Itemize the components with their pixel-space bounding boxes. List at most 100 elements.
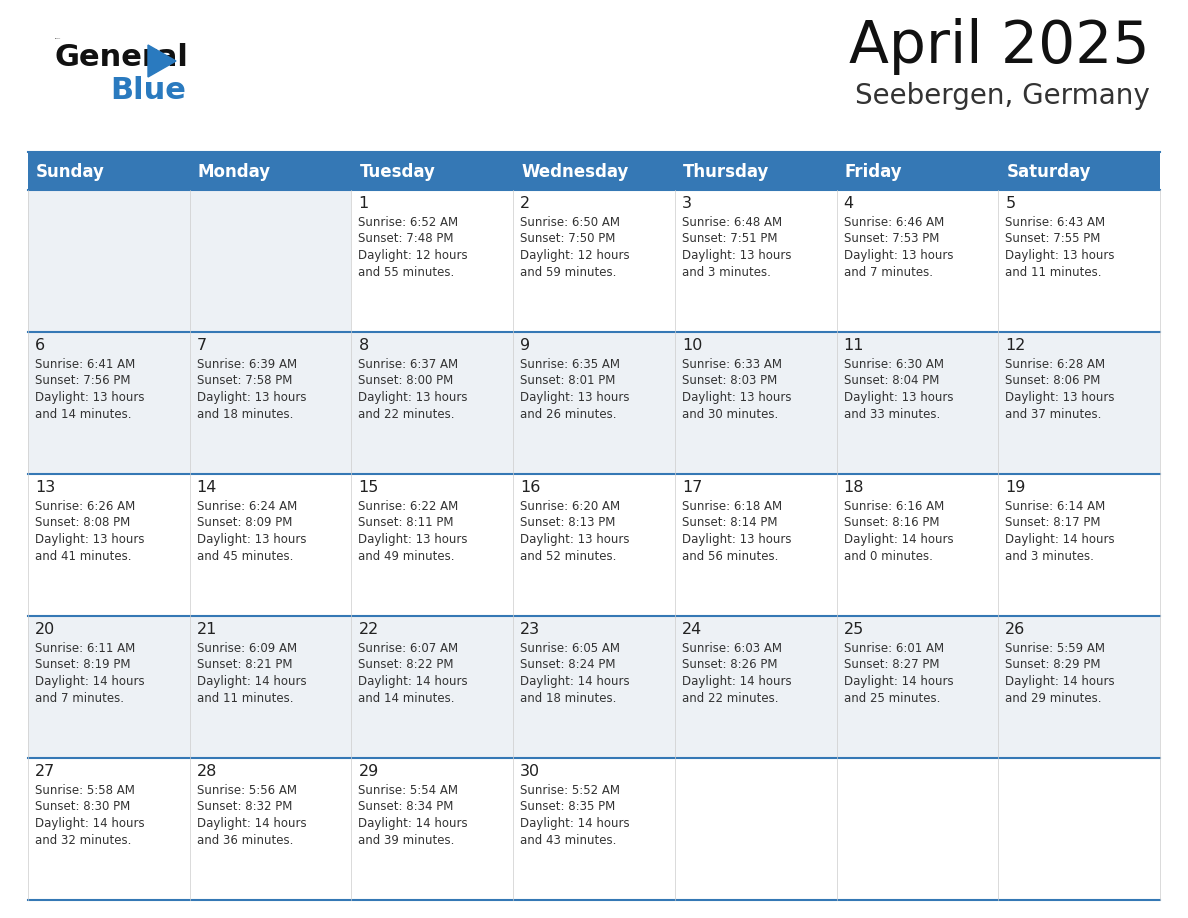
Text: Daylight: 14 hours: Daylight: 14 hours xyxy=(843,533,953,546)
Text: Sunset: 7:51 PM: Sunset: 7:51 PM xyxy=(682,232,777,245)
Text: 16: 16 xyxy=(520,480,541,495)
Text: Sunrise: 6:22 AM: Sunrise: 6:22 AM xyxy=(359,500,459,513)
Text: 28: 28 xyxy=(197,764,217,779)
Text: Daylight: 12 hours: Daylight: 12 hours xyxy=(359,249,468,262)
Text: and 45 minutes.: and 45 minutes. xyxy=(197,550,293,563)
Text: and 29 minutes.: and 29 minutes. xyxy=(1005,691,1101,704)
Bar xyxy=(29,332,190,474)
Bar xyxy=(836,190,998,332)
Text: Sunset: 8:00 PM: Sunset: 8:00 PM xyxy=(359,375,454,387)
Text: Daylight: 14 hours: Daylight: 14 hours xyxy=(520,675,630,688)
Text: and 3 minutes.: and 3 minutes. xyxy=(1005,550,1094,563)
Text: Sunrise: 6:28 AM: Sunrise: 6:28 AM xyxy=(1005,358,1105,371)
Text: Sunrise: 5:59 AM: Sunrise: 5:59 AM xyxy=(1005,642,1105,655)
Text: 17: 17 xyxy=(682,480,702,495)
Text: Sunset: 8:08 PM: Sunset: 8:08 PM xyxy=(34,517,131,530)
Text: General: General xyxy=(55,43,189,72)
Text: Daylight: 13 hours: Daylight: 13 hours xyxy=(682,533,791,546)
Text: 9: 9 xyxy=(520,338,530,353)
Text: Daylight: 14 hours: Daylight: 14 hours xyxy=(34,817,145,830)
Bar xyxy=(190,474,352,616)
Bar xyxy=(29,758,190,900)
Text: Daylight: 14 hours: Daylight: 14 hours xyxy=(359,817,468,830)
Text: Sunset: 8:19 PM: Sunset: 8:19 PM xyxy=(34,658,131,671)
Text: 18: 18 xyxy=(843,480,864,495)
Text: Sunset: 8:06 PM: Sunset: 8:06 PM xyxy=(1005,375,1100,387)
Bar xyxy=(836,758,998,900)
Text: Sunrise: 5:52 AM: Sunrise: 5:52 AM xyxy=(520,784,620,797)
Text: Blue: Blue xyxy=(110,76,185,105)
Text: Daylight: 13 hours: Daylight: 13 hours xyxy=(197,533,307,546)
Text: Sunrise: 6:09 AM: Sunrise: 6:09 AM xyxy=(197,642,297,655)
Text: 1: 1 xyxy=(359,196,368,211)
Text: Sunset: 8:04 PM: Sunset: 8:04 PM xyxy=(843,375,939,387)
Bar xyxy=(29,474,190,616)
Text: and 33 minutes.: and 33 minutes. xyxy=(843,408,940,420)
Bar xyxy=(190,332,352,474)
Text: Tuesday: Tuesday xyxy=(360,163,435,181)
Text: Sunrise: 6:39 AM: Sunrise: 6:39 AM xyxy=(197,358,297,371)
Text: 12: 12 xyxy=(1005,338,1025,353)
Text: Sunset: 8:11 PM: Sunset: 8:11 PM xyxy=(359,517,454,530)
Bar xyxy=(29,616,190,758)
Text: 20: 20 xyxy=(34,622,56,637)
Text: and 49 minutes.: and 49 minutes. xyxy=(359,550,455,563)
Text: and 7 minutes.: and 7 minutes. xyxy=(34,691,124,704)
Text: Daylight: 13 hours: Daylight: 13 hours xyxy=(682,391,791,404)
Bar xyxy=(352,474,513,616)
Text: and 7 minutes.: and 7 minutes. xyxy=(843,265,933,278)
Bar xyxy=(513,152,675,190)
Bar xyxy=(190,758,352,900)
Bar xyxy=(998,152,1159,190)
Text: Daylight: 13 hours: Daylight: 13 hours xyxy=(34,391,145,404)
Bar xyxy=(998,474,1159,616)
Text: Daylight: 14 hours: Daylight: 14 hours xyxy=(1005,533,1114,546)
Text: Daylight: 13 hours: Daylight: 13 hours xyxy=(34,533,145,546)
Text: Sunrise: 6:33 AM: Sunrise: 6:33 AM xyxy=(682,358,782,371)
Text: and 59 minutes.: and 59 minutes. xyxy=(520,265,617,278)
Text: Sunrise: 6:26 AM: Sunrise: 6:26 AM xyxy=(34,500,135,513)
Bar xyxy=(29,152,190,190)
Bar xyxy=(513,616,675,758)
Text: Daylight: 14 hours: Daylight: 14 hours xyxy=(359,675,468,688)
Bar xyxy=(352,332,513,474)
Text: Daylight: 13 hours: Daylight: 13 hours xyxy=(520,533,630,546)
Text: and 37 minutes.: and 37 minutes. xyxy=(1005,408,1101,420)
Text: 23: 23 xyxy=(520,622,541,637)
Text: Sunset: 8:35 PM: Sunset: 8:35 PM xyxy=(520,800,615,813)
Text: Sunrise: 6:30 AM: Sunrise: 6:30 AM xyxy=(843,358,943,371)
Text: and 22 minutes.: and 22 minutes. xyxy=(682,691,778,704)
Text: 21: 21 xyxy=(197,622,217,637)
Text: Sunset: 7:55 PM: Sunset: 7:55 PM xyxy=(1005,232,1100,245)
Bar xyxy=(513,190,675,332)
Text: Sunset: 8:17 PM: Sunset: 8:17 PM xyxy=(1005,517,1101,530)
Text: 14: 14 xyxy=(197,480,217,495)
Bar xyxy=(513,474,675,616)
Text: Sunset: 8:30 PM: Sunset: 8:30 PM xyxy=(34,800,131,813)
Text: Daylight: 13 hours: Daylight: 13 hours xyxy=(197,391,307,404)
Text: and 18 minutes.: and 18 minutes. xyxy=(197,408,293,420)
Text: Sunset: 8:24 PM: Sunset: 8:24 PM xyxy=(520,658,615,671)
Text: Sunset: 8:16 PM: Sunset: 8:16 PM xyxy=(843,517,939,530)
Bar xyxy=(675,152,836,190)
Text: 27: 27 xyxy=(34,764,56,779)
Text: Sunrise: 6:37 AM: Sunrise: 6:37 AM xyxy=(359,358,459,371)
Text: Sunset: 8:01 PM: Sunset: 8:01 PM xyxy=(520,375,615,387)
Bar xyxy=(836,474,998,616)
Text: #111111: #111111 xyxy=(55,38,62,39)
Text: Sunset: 8:14 PM: Sunset: 8:14 PM xyxy=(682,517,777,530)
Text: 6: 6 xyxy=(34,338,45,353)
Text: Sunset: 8:21 PM: Sunset: 8:21 PM xyxy=(197,658,292,671)
Text: Sunset: 8:34 PM: Sunset: 8:34 PM xyxy=(359,800,454,813)
Text: 8: 8 xyxy=(359,338,368,353)
Bar xyxy=(675,474,836,616)
Text: 4: 4 xyxy=(843,196,854,211)
Text: Sunrise: 6:01 AM: Sunrise: 6:01 AM xyxy=(843,642,943,655)
Text: 30: 30 xyxy=(520,764,541,779)
Text: and 32 minutes.: and 32 minutes. xyxy=(34,834,132,846)
Text: Sunrise: 6:46 AM: Sunrise: 6:46 AM xyxy=(843,216,943,229)
Text: Daylight: 13 hours: Daylight: 13 hours xyxy=(843,249,953,262)
Text: Sunrise: 5:56 AM: Sunrise: 5:56 AM xyxy=(197,784,297,797)
Text: and 0 minutes.: and 0 minutes. xyxy=(843,550,933,563)
Text: and 36 minutes.: and 36 minutes. xyxy=(197,834,293,846)
